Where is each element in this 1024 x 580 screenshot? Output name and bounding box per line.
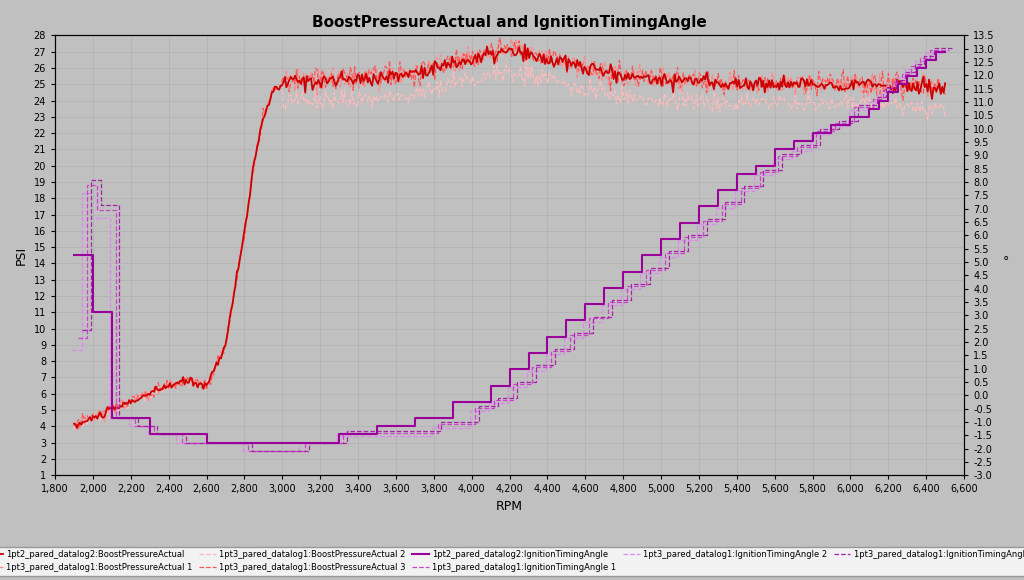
Line: 1pt3_pared_datalog1:BoostPressureActual 2: 1pt3_pared_datalog1:BoostPressureActual … <box>74 59 945 430</box>
1pt2_pared_datalog2:BoostPressureActual <box>464 57 476 64</box>
1pt3_pared_datalog1:BoostPressureActual 2 <box>292 102 304 109</box>
1pt2_pared_datalog2:IgnitionTimingAngle <box>882 97 894 104</box>
1pt2_pared_datalog2:BoostPressureActual <box>584 63 596 70</box>
1pt2_pared_datalog2:IgnitionTimingAngle <box>598 300 610 307</box>
1pt3_pared_datalog1:IgnitionTimingAngle 2 <box>237 447 249 454</box>
1pt2_pared_datalog2:IgnitionTimingAngle <box>930 48 942 55</box>
1pt3_pared_datalog1:IgnitionTimingAngle 1 <box>886 87 898 94</box>
1pt3_pared_datalog1:IgnitionTimingAngle 3 <box>246 447 258 454</box>
1pt3_pared_datalog1:IgnitionTimingAngle 2 <box>919 49 931 56</box>
1pt3_pared_datalog1:IgnitionTimingAngle 3 <box>928 44 940 51</box>
1pt3_pared_datalog1:IgnitionTimingAngle 2 <box>66 346 78 353</box>
Title: BoostPressureActual and IgnitionTimingAngle: BoostPressureActual and IgnitionTimingAn… <box>312 15 707 30</box>
1pt3_pared_datalog1:BoostPressureActual 3 <box>584 68 596 75</box>
1pt3_pared_datalog1:BoostPressureActual 3 <box>74 423 86 430</box>
1pt3_pared_datalog1:BoostPressureActual 2 <box>222 327 234 334</box>
1pt3_pared_datalog1:BoostPressureActual 3 <box>939 91 951 98</box>
1pt3_pared_datalog1:IgnitionTimingAngle 2 <box>255 447 267 454</box>
1pt3_pared_datalog1:BoostPressureActual 3 <box>464 52 476 59</box>
1pt2_pared_datalog2:BoostPressureActual <box>71 425 83 432</box>
1pt3_pared_datalog1:IgnitionTimingAngle 3 <box>103 201 116 208</box>
Line: 1pt3_pared_datalog1:IgnitionTimingAngle 3: 1pt3_pared_datalog1:IgnitionTimingAngle … <box>82 48 952 451</box>
1pt2_pared_datalog2:IgnitionTimingAngle <box>68 252 80 259</box>
1pt2_pared_datalog2:BoostPressureActual <box>519 41 531 48</box>
1pt3_pared_datalog1:IgnitionTimingAngle 1 <box>829 119 842 126</box>
1pt3_pared_datalog1:BoostPressureActual 3 <box>727 79 739 86</box>
1pt3_pared_datalog1:IgnitionTimingAngle 3 <box>899 68 911 75</box>
Y-axis label: PSI: PSI <box>15 246 28 265</box>
1pt3_pared_datalog1:IgnitionTimingAngle 1 <box>943 46 955 53</box>
1pt3_pared_datalog1:BoostPressureActual 1 <box>73 426 85 433</box>
1pt3_pared_datalog1:IgnitionTimingAngle 3 <box>76 327 88 333</box>
X-axis label: RPM: RPM <box>496 500 523 513</box>
1pt3_pared_datalog1:BoostPressureActual 1 <box>939 81 951 88</box>
1pt3_pared_datalog1:BoostPressureActual 3 <box>494 34 506 41</box>
1pt3_pared_datalog1:IgnitionTimingAngle 1 <box>602 315 614 322</box>
1pt2_pared_datalog2:BoostPressureActual <box>939 80 951 87</box>
1pt2_pared_datalog2:BoostPressureActual <box>293 77 305 84</box>
1pt2_pared_datalog2:BoostPressureActual <box>727 78 739 85</box>
1pt3_pared_datalog1:IgnitionTimingAngle 3 <box>946 44 958 51</box>
1pt2_pared_datalog2:IgnitionTimingAngle <box>257 439 269 446</box>
1pt3_pared_datalog1:BoostPressureActual 1 <box>223 314 236 321</box>
1pt3_pared_datalog1:BoostPressureActual 1 <box>68 419 80 426</box>
1pt3_pared_datalog1:IgnitionTimingAngle 3 <box>265 447 278 454</box>
1pt3_pared_datalog1:BoostPressureActual 3 <box>652 79 665 86</box>
Line: 1pt2_pared_datalog2:IgnitionTimingAngle: 1pt2_pared_datalog2:IgnitionTimingAngle <box>74 52 945 443</box>
1pt3_pared_datalog1:BoostPressureActual 1 <box>293 78 305 85</box>
1pt3_pared_datalog1:IgnitionTimingAngle 1 <box>895 71 907 78</box>
1pt3_pared_datalog1:IgnitionTimingAngle 1 <box>100 206 113 213</box>
1pt3_pared_datalog1:IgnitionTimingAngle 2 <box>823 123 836 130</box>
1pt3_pared_datalog1:BoostPressureActual 2 <box>68 427 80 434</box>
1pt3_pared_datalog1:BoostPressureActual 2 <box>520 55 532 62</box>
Line: 1pt3_pared_datalog1:BoostPressureActual 3: 1pt3_pared_datalog1:BoostPressureActual … <box>74 38 945 427</box>
Legend: 1pt2_pared_datalog2:BoostPressureActual, 1pt3_pared_datalog1:BoostPressureActual: 1pt2_pared_datalog2:BoostPressureActual,… <box>0 547 1024 576</box>
1pt2_pared_datalog2:IgnitionTimingAngle <box>825 121 838 128</box>
1pt3_pared_datalog1:BoostPressureActual 3 <box>293 73 305 80</box>
1pt3_pared_datalog1:BoostPressureActual 2 <box>939 114 951 121</box>
1pt3_pared_datalog1:BoostPressureActual 2 <box>725 102 737 109</box>
1pt3_pared_datalog1:IgnitionTimingAngle 3 <box>890 85 902 92</box>
1pt3_pared_datalog1:IgnitionTimingAngle 1 <box>242 447 254 454</box>
1pt3_pared_datalog1:BoostPressureActual 1 <box>584 71 596 78</box>
Line: 1pt3_pared_datalog1:IgnitionTimingAngle 2: 1pt3_pared_datalog1:IgnitionTimingAngle … <box>72 53 943 451</box>
Line: 1pt2_pared_datalog2:BoostPressureActual: 1pt2_pared_datalog2:BoostPressureActual <box>74 45 945 428</box>
1pt3_pared_datalog1:BoostPressureActual 1 <box>727 86 739 93</box>
1pt3_pared_datalog1:BoostPressureActual 3 <box>68 422 80 429</box>
1pt3_pared_datalog1:BoostPressureActual 2 <box>583 88 595 95</box>
1pt2_pared_datalog2:IgnitionTimingAngle <box>939 48 951 55</box>
1pt2_pared_datalog2:BoostPressureActual <box>68 420 80 427</box>
1pt2_pared_datalog2:BoostPressureActual <box>223 315 236 322</box>
1pt3_pared_datalog1:IgnitionTimingAngle 2 <box>937 49 949 56</box>
1pt3_pared_datalog1:IgnitionTimingAngle 3 <box>833 118 845 125</box>
1pt3_pared_datalog1:IgnitionTimingAngle 1 <box>924 46 936 53</box>
1pt3_pared_datalog1:IgnitionTimingAngle 2 <box>94 215 106 222</box>
1pt2_pared_datalog2:IgnitionTimingAngle <box>201 439 213 446</box>
1pt2_pared_datalog2:BoostPressureActual <box>652 75 665 82</box>
Line: 1pt3_pared_datalog1:BoostPressureActual 1: 1pt3_pared_datalog1:BoostPressureActual … <box>74 39 945 430</box>
1pt2_pared_datalog2:IgnitionTimingAngle <box>96 309 109 316</box>
1pt3_pared_datalog1:BoostPressureActual 2 <box>651 98 664 105</box>
Y-axis label: °: ° <box>1002 255 1009 269</box>
1pt3_pared_datalog1:IgnitionTimingAngle 3 <box>605 313 617 320</box>
1pt2_pared_datalog2:IgnitionTimingAngle <box>892 81 904 88</box>
1pt3_pared_datalog1:BoostPressureActual 1 <box>652 74 665 81</box>
1pt3_pared_datalog1:IgnitionTimingAngle 1 <box>72 334 84 341</box>
1pt3_pared_datalog1:BoostPressureActual 3 <box>223 319 236 326</box>
1pt3_pared_datalog1:IgnitionTimingAngle 1 <box>261 447 273 454</box>
1pt3_pared_datalog1:IgnitionTimingAngle 2 <box>880 90 892 97</box>
1pt3_pared_datalog1:BoostPressureActual 1 <box>506 36 518 43</box>
1pt3_pared_datalog1:IgnitionTimingAngle 2 <box>890 74 902 81</box>
1pt3_pared_datalog1:IgnitionTimingAngle 2 <box>596 318 608 325</box>
Line: 1pt3_pared_datalog1:IgnitionTimingAngle 1: 1pt3_pared_datalog1:IgnitionTimingAngle … <box>78 50 949 451</box>
1pt3_pared_datalog1:BoostPressureActual 1 <box>464 59 476 66</box>
1pt3_pared_datalog1:BoostPressureActual 2 <box>462 74 474 81</box>
